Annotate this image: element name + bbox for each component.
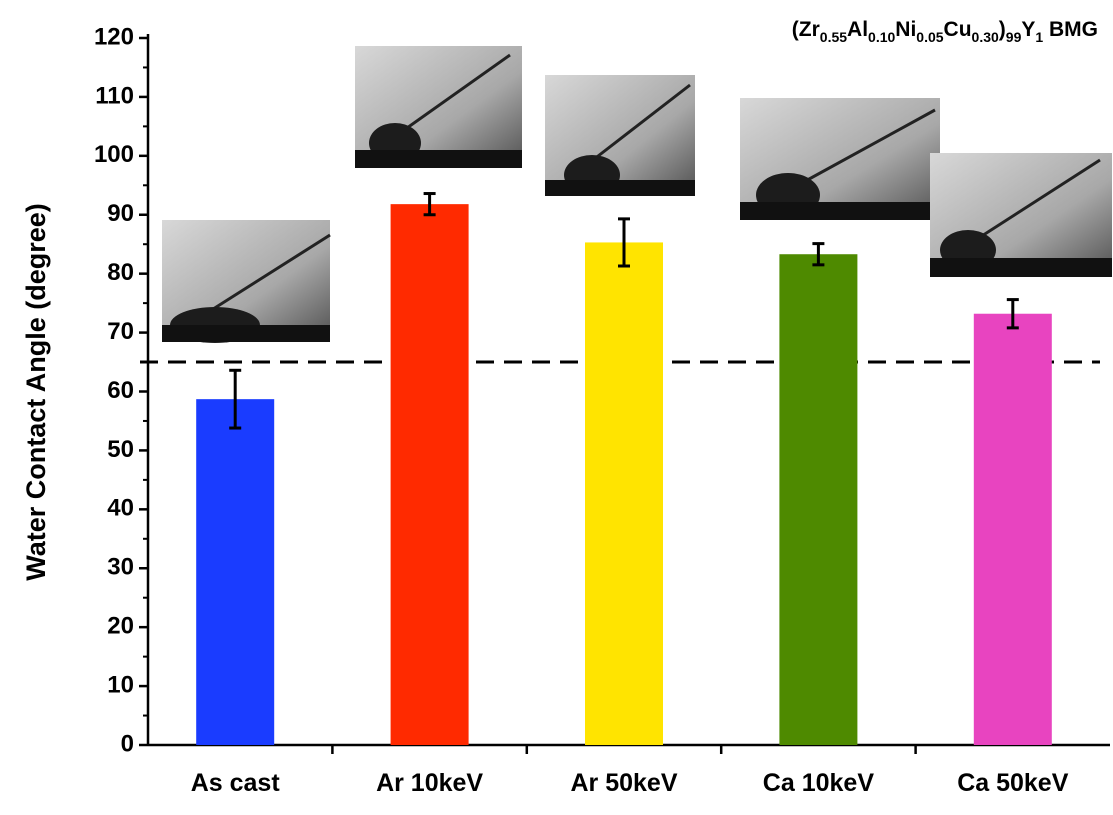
title-subscript: 1 bbox=[1035, 29, 1043, 45]
title-text: ) bbox=[999, 18, 1006, 41]
bar bbox=[974, 314, 1052, 745]
chart: (Zr0.55Al0.10Ni0.05Cu0.30)99Y1 BMG Water… bbox=[0, 0, 1113, 810]
title-text: BMG bbox=[1043, 18, 1098, 41]
x-tick-label: Ca 50keV bbox=[957, 769, 1069, 797]
title-subscript: 0.05 bbox=[916, 29, 943, 45]
y-tick-label: 100 bbox=[94, 141, 134, 168]
y-tick-label: 40 bbox=[107, 495, 134, 522]
title-subscript: 0.55 bbox=[820, 29, 847, 45]
photo bbox=[740, 98, 940, 220]
photo bbox=[355, 46, 522, 168]
y-tick-label: 60 bbox=[107, 377, 134, 404]
photo bbox=[162, 220, 330, 343]
photo bbox=[545, 75, 695, 196]
y-tick-label: 0 bbox=[121, 730, 134, 757]
title-text: (Zr bbox=[792, 18, 820, 41]
bar bbox=[779, 254, 857, 745]
y-tick-label: 30 bbox=[107, 554, 134, 581]
x-tick-label: Ar 50keV bbox=[570, 769, 677, 797]
y-tick-label: 20 bbox=[107, 613, 134, 640]
bar bbox=[196, 399, 274, 745]
title-text: Cu bbox=[944, 18, 972, 41]
title-text: Y bbox=[1021, 18, 1035, 41]
y-tick-label: 90 bbox=[107, 200, 134, 227]
x-tick-label: As cast bbox=[191, 769, 281, 797]
title-text: Al bbox=[847, 18, 868, 41]
bar bbox=[391, 204, 469, 745]
y-tick-label: 70 bbox=[107, 318, 134, 345]
chart-title: (Zr0.55Al0.10Ni0.05Cu0.30)99Y1 BMG bbox=[792, 18, 1098, 45]
y-tick-label: 10 bbox=[107, 671, 134, 698]
x-tick-label: Ar 10keV bbox=[376, 769, 483, 797]
bar bbox=[585, 242, 663, 745]
title-subscript: 0.10 bbox=[868, 29, 895, 45]
y-tick-label: 110 bbox=[95, 82, 134, 109]
y-axis-label: Water Contact Angle (degree) bbox=[21, 203, 51, 581]
x-tick-label: Ca 10keV bbox=[763, 769, 875, 797]
title-subscript: 0.30 bbox=[972, 29, 999, 45]
y-tick-label: 50 bbox=[107, 436, 134, 463]
title-subscript: 99 bbox=[1006, 29, 1022, 45]
y-tick-label: 80 bbox=[107, 259, 134, 286]
photo bbox=[930, 153, 1112, 277]
y-tick-label: 120 bbox=[94, 23, 134, 50]
title-text: Ni bbox=[895, 18, 916, 41]
